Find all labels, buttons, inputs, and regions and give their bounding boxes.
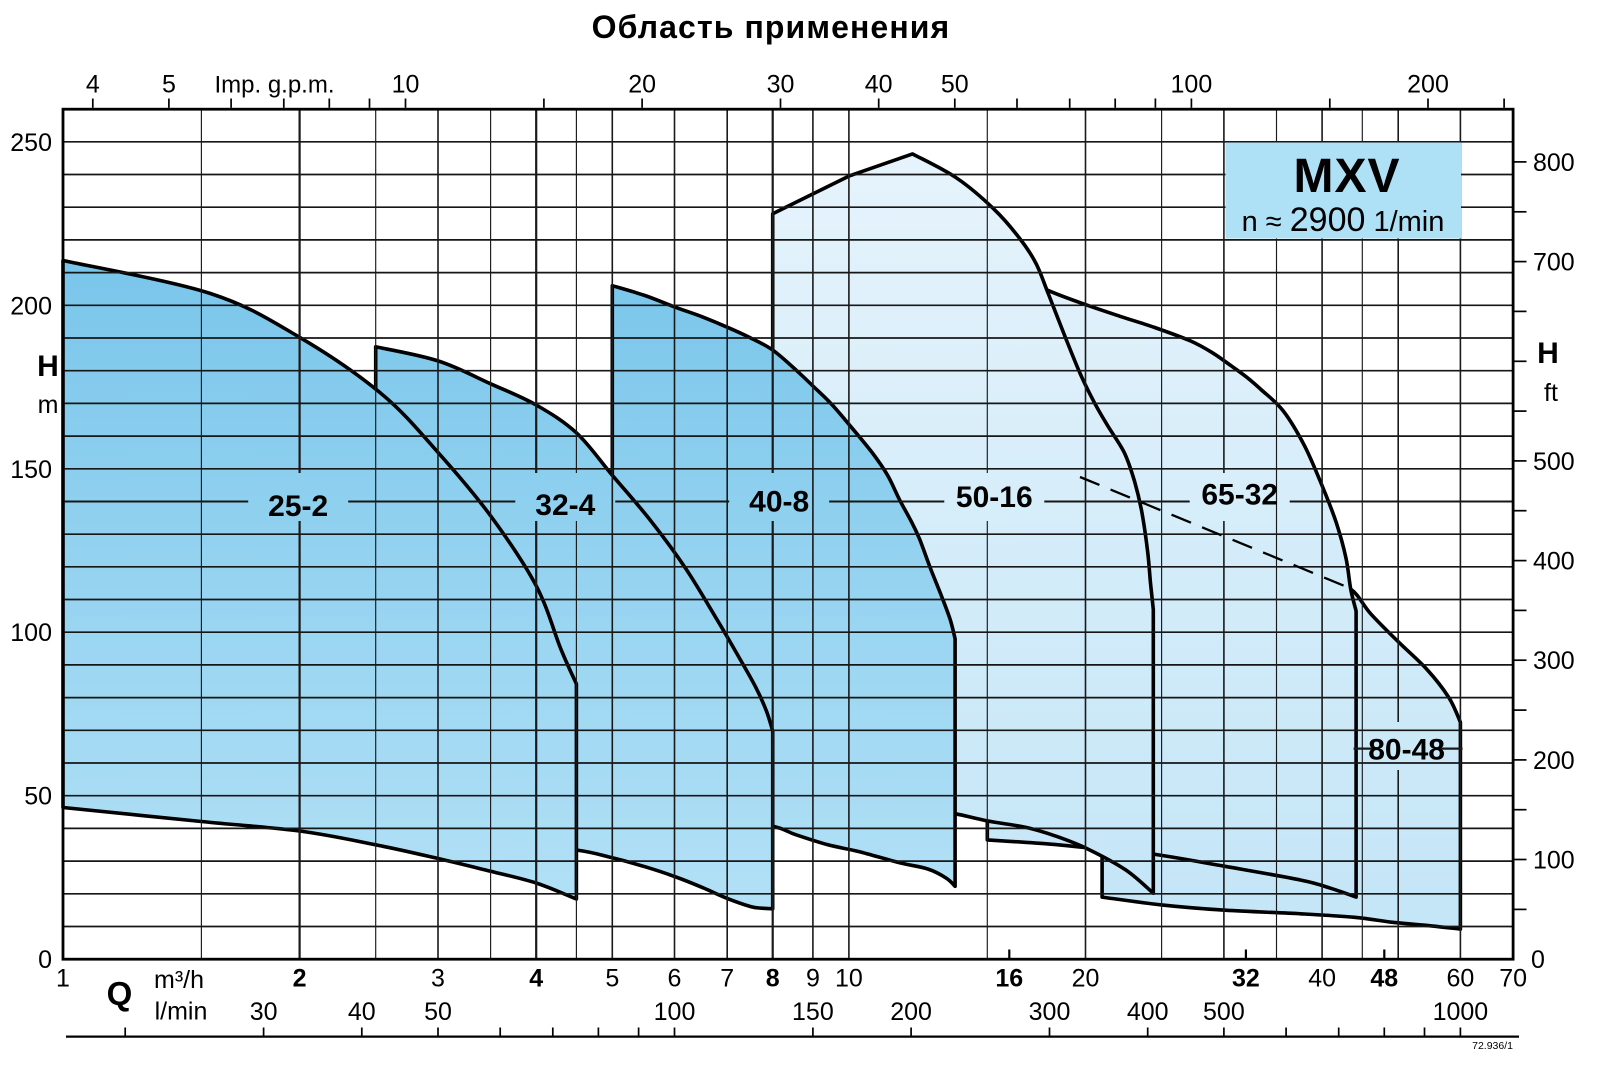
svg-text:48: 48 — [1370, 965, 1398, 993]
svg-text:4: 4 — [86, 70, 100, 98]
svg-text:20: 20 — [1072, 965, 1100, 993]
svg-text:5: 5 — [162, 70, 176, 98]
svg-text:10: 10 — [392, 70, 420, 98]
svg-text:700: 700 — [1533, 249, 1575, 277]
svg-text:8: 8 — [766, 965, 780, 993]
svg-text:0: 0 — [38, 946, 52, 974]
svg-text:0: 0 — [1531, 946, 1545, 974]
svg-text:100: 100 — [1533, 847, 1575, 875]
svg-text:Область применения: Область применения — [592, 9, 951, 45]
svg-text:200: 200 — [10, 292, 52, 320]
svg-text:40: 40 — [1308, 965, 1336, 993]
svg-text:100: 100 — [1171, 70, 1213, 98]
svg-text:m³/h: m³/h — [154, 966, 204, 994]
svg-text:m: m — [38, 391, 59, 419]
svg-text:n ≈ 2900 1/min: n ≈ 2900 1/min — [1242, 201, 1445, 239]
svg-text:32-4: 32-4 — [535, 489, 595, 522]
svg-text:80-48: 80-48 — [1368, 734, 1445, 767]
svg-text:4: 4 — [529, 965, 543, 993]
svg-text:40: 40 — [865, 70, 893, 98]
svg-text:H: H — [37, 350, 59, 383]
svg-text:30: 30 — [767, 70, 795, 98]
svg-text:500: 500 — [1203, 998, 1245, 1026]
svg-text:40-8: 40-8 — [749, 486, 809, 519]
svg-text:800: 800 — [1533, 149, 1575, 177]
svg-text:7: 7 — [720, 965, 734, 993]
svg-text:200: 200 — [890, 998, 932, 1026]
svg-text:1000: 1000 — [1433, 998, 1489, 1026]
svg-text:50-16: 50-16 — [956, 481, 1033, 514]
svg-text:20: 20 — [628, 70, 656, 98]
svg-text:400: 400 — [1533, 548, 1575, 576]
svg-text:40: 40 — [348, 998, 376, 1026]
svg-text:100: 100 — [654, 998, 696, 1026]
svg-text:50: 50 — [424, 998, 452, 1026]
svg-text:400: 400 — [1127, 998, 1169, 1026]
svg-text:500: 500 — [1533, 448, 1575, 476]
svg-text:150: 150 — [792, 998, 834, 1026]
svg-text:MXV: MXV — [1293, 150, 1400, 203]
svg-text:H: H — [1537, 337, 1559, 370]
svg-text:9: 9 — [806, 965, 820, 993]
svg-text:3: 3 — [431, 965, 445, 993]
svg-text:300: 300 — [1533, 647, 1575, 675]
svg-text:25-2: 25-2 — [268, 490, 328, 523]
svg-text:150: 150 — [10, 456, 52, 484]
svg-text:6: 6 — [668, 965, 682, 993]
svg-text:60: 60 — [1446, 965, 1474, 993]
svg-text:Imp. g.p.m.: Imp. g.p.m. — [214, 71, 334, 98]
svg-text:65-32: 65-32 — [1201, 479, 1278, 512]
svg-text:16: 16 — [995, 965, 1023, 993]
svg-text:300: 300 — [1029, 998, 1071, 1026]
svg-text:5: 5 — [605, 965, 619, 993]
svg-text:70: 70 — [1499, 965, 1527, 993]
svg-text:l/min: l/min — [155, 998, 208, 1026]
svg-text:50: 50 — [941, 70, 969, 98]
svg-text:2: 2 — [293, 965, 307, 993]
svg-text:50: 50 — [24, 783, 52, 811]
svg-text:30: 30 — [250, 998, 278, 1026]
svg-text:200: 200 — [1533, 747, 1575, 775]
svg-text:32: 32 — [1232, 965, 1260, 993]
svg-text:200: 200 — [1407, 70, 1449, 98]
svg-text:250: 250 — [10, 129, 52, 157]
svg-text:72.936/1: 72.936/1 — [1472, 1040, 1513, 1052]
svg-text:Q: Q — [107, 975, 133, 1012]
svg-text:10: 10 — [835, 965, 863, 993]
svg-text:1: 1 — [56, 965, 70, 993]
svg-text:ft: ft — [1544, 379, 1558, 407]
svg-text:100: 100 — [10, 619, 52, 647]
